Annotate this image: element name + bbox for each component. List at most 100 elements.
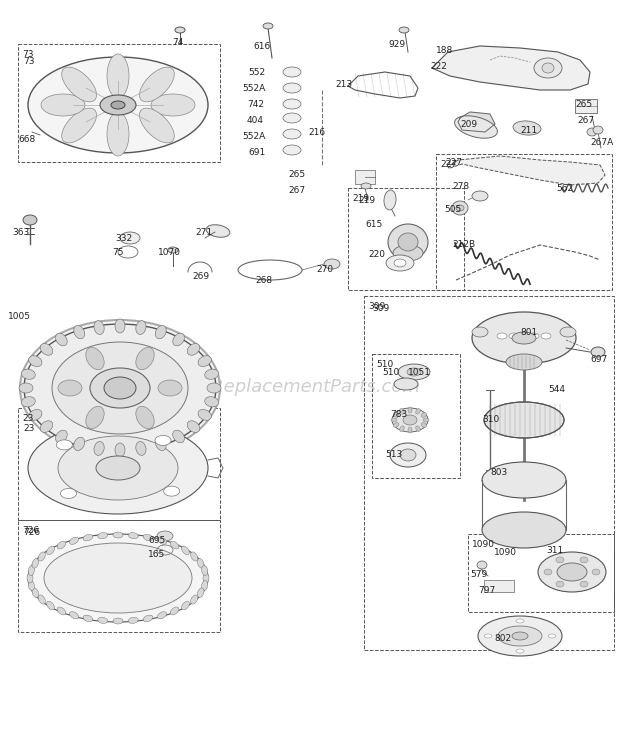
Ellipse shape (40, 344, 53, 355)
Ellipse shape (56, 430, 67, 443)
Polygon shape (432, 46, 590, 90)
Ellipse shape (61, 489, 76, 498)
Text: 23: 23 (23, 424, 34, 433)
Ellipse shape (283, 145, 301, 155)
Ellipse shape (472, 312, 576, 364)
Ellipse shape (41, 94, 85, 116)
Ellipse shape (592, 569, 600, 575)
Text: 265: 265 (288, 170, 305, 179)
Ellipse shape (509, 333, 519, 339)
Text: 562: 562 (556, 184, 573, 193)
Text: 783: 783 (390, 410, 407, 419)
Ellipse shape (400, 426, 404, 432)
Ellipse shape (482, 462, 566, 498)
Ellipse shape (560, 327, 576, 337)
Bar (18, 44, 220, 162)
Text: 310: 310 (482, 415, 499, 424)
Ellipse shape (513, 121, 541, 135)
Text: 309: 309 (368, 302, 385, 311)
Ellipse shape (173, 333, 185, 346)
Ellipse shape (472, 327, 488, 337)
Ellipse shape (516, 619, 524, 623)
Text: 227: 227 (440, 160, 457, 169)
Text: 1070: 1070 (158, 248, 181, 257)
Ellipse shape (283, 129, 301, 139)
Ellipse shape (94, 441, 104, 455)
Ellipse shape (143, 534, 153, 541)
Ellipse shape (156, 325, 166, 339)
Ellipse shape (83, 534, 93, 541)
Ellipse shape (29, 409, 42, 420)
Text: 311: 311 (546, 546, 563, 555)
Ellipse shape (56, 440, 73, 450)
Ellipse shape (477, 561, 487, 569)
Ellipse shape (136, 406, 154, 429)
Text: 513: 513 (385, 450, 402, 459)
Ellipse shape (62, 108, 97, 143)
Ellipse shape (187, 421, 200, 432)
Text: 552: 552 (248, 68, 265, 77)
Ellipse shape (557, 563, 587, 581)
Ellipse shape (198, 409, 211, 420)
Ellipse shape (56, 333, 67, 346)
Ellipse shape (98, 618, 108, 623)
Text: 227: 227 (445, 158, 462, 167)
Ellipse shape (456, 205, 464, 211)
Ellipse shape (175, 27, 185, 33)
Ellipse shape (482, 512, 566, 548)
Text: 510: 510 (382, 368, 399, 377)
Ellipse shape (400, 408, 404, 414)
Bar (575, 99, 597, 113)
Ellipse shape (38, 552, 45, 561)
Ellipse shape (263, 23, 273, 29)
Ellipse shape (593, 126, 603, 134)
Ellipse shape (69, 612, 79, 619)
Ellipse shape (74, 325, 85, 339)
Ellipse shape (38, 595, 45, 604)
Ellipse shape (28, 57, 208, 153)
Ellipse shape (556, 557, 564, 563)
Text: 309: 309 (372, 304, 389, 313)
Ellipse shape (113, 618, 123, 624)
Ellipse shape (28, 534, 208, 622)
Bar (348, 188, 464, 290)
Ellipse shape (393, 413, 399, 417)
Text: 801: 801 (520, 328, 538, 337)
Ellipse shape (512, 332, 536, 344)
Text: 267: 267 (577, 116, 594, 125)
Ellipse shape (104, 377, 136, 399)
Text: 797: 797 (478, 586, 495, 595)
Ellipse shape (203, 573, 209, 583)
Ellipse shape (283, 99, 301, 109)
Text: 219: 219 (358, 196, 375, 205)
Text: 211: 211 (520, 126, 537, 135)
Text: 363: 363 (12, 228, 29, 237)
Ellipse shape (32, 588, 38, 597)
Bar (484, 580, 514, 592)
Ellipse shape (29, 356, 42, 367)
Ellipse shape (544, 569, 552, 575)
Text: 505: 505 (444, 205, 461, 214)
Text: 212B: 212B (452, 240, 475, 249)
Ellipse shape (29, 565, 35, 576)
Ellipse shape (57, 541, 66, 549)
Ellipse shape (182, 601, 189, 610)
Text: 165: 165 (148, 550, 166, 559)
Text: 552A: 552A (242, 132, 265, 141)
Ellipse shape (22, 397, 35, 407)
Ellipse shape (32, 559, 38, 568)
Ellipse shape (484, 402, 564, 438)
Ellipse shape (86, 347, 104, 370)
Ellipse shape (27, 573, 33, 583)
Text: 278: 278 (452, 182, 469, 191)
Ellipse shape (44, 543, 192, 613)
Ellipse shape (158, 380, 182, 396)
Text: 697: 697 (590, 355, 607, 364)
Text: 544: 544 (548, 385, 565, 394)
Ellipse shape (472, 191, 488, 201)
Ellipse shape (283, 83, 301, 93)
Ellipse shape (62, 67, 97, 102)
Ellipse shape (136, 441, 146, 455)
Ellipse shape (283, 67, 301, 77)
Ellipse shape (107, 112, 129, 156)
